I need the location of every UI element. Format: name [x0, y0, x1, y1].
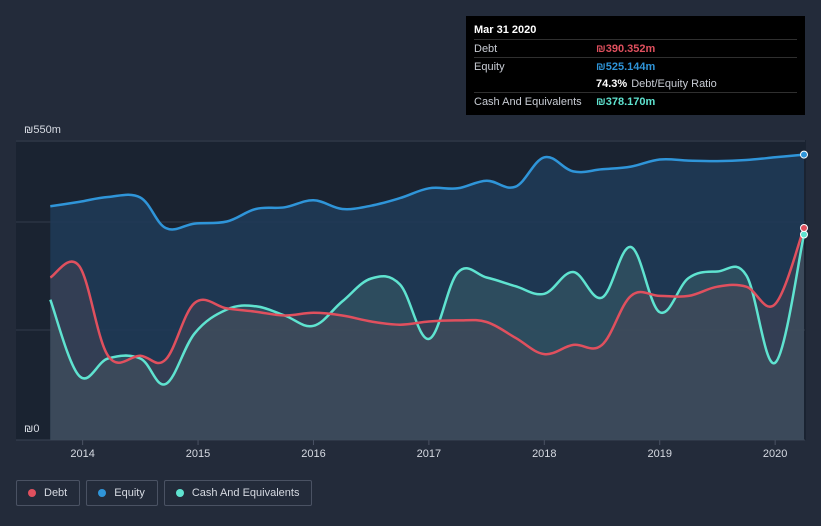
- legend-label: Debt: [44, 487, 68, 499]
- x-tick-label: 2017: [417, 448, 441, 460]
- legend-label: Cash And Equivalents: [191, 487, 300, 499]
- tooltip-row-ratio: 74.3% Debt/Equity Ratio: [474, 75, 797, 92]
- endpoint-debt: [800, 223, 808, 232]
- tooltip-label: Cash And Equivalents: [474, 95, 582, 108]
- tooltip-value: ₪378.170m: [596, 95, 656, 108]
- tooltip-ratio-label: Debt/Equity Ratio: [631, 77, 717, 90]
- legend-item-debt[interactable]: Debt: [16, 480, 81, 506]
- tooltip-row-cash: Cash And Equivalents ₪378.170m: [474, 92, 797, 110]
- x-tick-label: 2020: [763, 448, 787, 460]
- y-axis-top-label: ₪550m: [24, 124, 61, 136]
- x-tick-label: 2015: [186, 448, 210, 460]
- y-axis-bottom-label: ₪0: [24, 423, 39, 435]
- x-tick-label: 2016: [301, 448, 325, 460]
- area-cash-and-equivalents: [50, 234, 805, 440]
- legend-item-cash[interactable]: Cash And Equivalents: [163, 480, 313, 506]
- x-tick-label: 2014: [70, 448, 94, 460]
- x-tick-label: 2018: [532, 448, 556, 460]
- chart-legend: Debt Equity Cash And Equivalents: [16, 480, 313, 506]
- legend-label: Equity: [114, 487, 145, 499]
- tooltip-value: ₪390.352m: [596, 42, 656, 55]
- area-debt: [50, 228, 805, 440]
- series-line-equity: [50, 153, 805, 231]
- endpoint-cash-and-equivalents: [800, 230, 808, 239]
- legend-item-equity[interactable]: Equity: [86, 480, 158, 506]
- tooltip-label: Equity: [474, 60, 505, 73]
- debt-dot-icon: [28, 489, 36, 497]
- tooltip-label: Debt: [474, 42, 498, 55]
- tooltip-row-debt: Debt ₪390.352m: [474, 39, 797, 57]
- series-line-debt: [49, 227, 806, 365]
- tooltip-value: 74.3%: [596, 77, 628, 90]
- cash-dot-icon: [175, 489, 184, 497]
- series-line-cash-and-equivalents: [49, 234, 806, 386]
- endpoint-equity: [800, 150, 808, 159]
- equity-dot-icon: [98, 489, 107, 497]
- tooltip-row-equity: Equity ₪525.144m: [474, 57, 797, 75]
- tooltip-panel: Mar 31 2020 Debt ₪390.352m Equity ₪525.1…: [466, 16, 805, 115]
- tooltip-date: Mar 31 2020: [474, 24, 537, 36]
- tooltip-value: ₪525.144m: [596, 60, 656, 73]
- x-tick-label: 2019: [647, 448, 671, 460]
